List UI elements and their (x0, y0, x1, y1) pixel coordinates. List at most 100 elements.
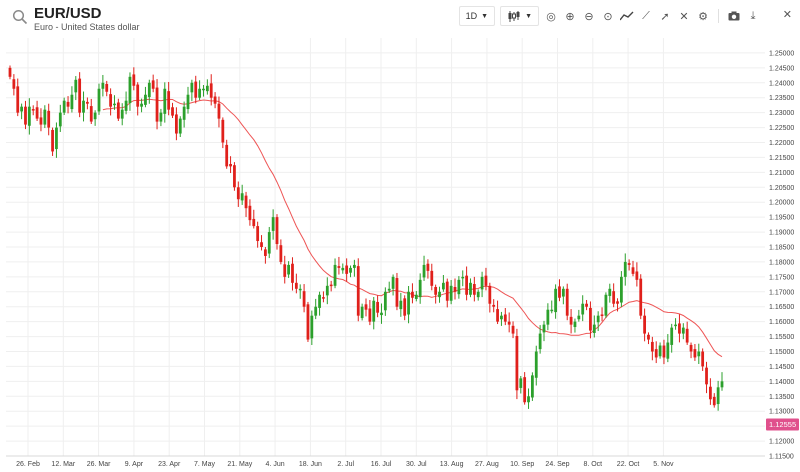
candle-body (368, 308, 372, 322)
candle-body (573, 321, 577, 328)
candle-body (372, 300, 376, 322)
candle-body (678, 323, 681, 334)
candle-body (418, 279, 422, 298)
timeframe-dropdown[interactable]: 1D ▼ (458, 6, 496, 26)
search-icon[interactable] (12, 9, 28, 25)
candle-body (515, 335, 519, 391)
price-tick-label: 1.23500 (769, 95, 794, 102)
candle-body (113, 103, 116, 106)
draw-icon[interactable]: ⟋ (642, 9, 650, 22)
candle-body (82, 100, 85, 113)
candle-body (503, 314, 507, 322)
candle-body (356, 266, 360, 316)
candle-body (422, 264, 426, 278)
camera-icon[interactable] (727, 7, 741, 25)
candle-body (616, 301, 619, 304)
candle-body (124, 100, 128, 111)
candle-body (565, 288, 569, 316)
price-tick-label: 1.16500 (769, 304, 794, 311)
pin-icon[interactable]: ✕ (782, 9, 792, 21)
candle-body (31, 109, 35, 111)
candle-body (116, 102, 120, 119)
candle-body (167, 91, 171, 110)
price-tick-label: 1.16000 (769, 319, 794, 326)
candle-body (403, 298, 407, 316)
date-tick-label: 10. Sep (510, 461, 534, 468)
settings-icon[interactable]: ⚙ (698, 10, 708, 23)
target-icon[interactable]: ◎ (546, 10, 556, 23)
candle-body (128, 76, 132, 104)
cursor-icon[interactable]: ➚ (660, 10, 670, 23)
magnet-icon[interactable]: ✕ (679, 10, 689, 23)
candle-body (407, 291, 410, 315)
candle-body (360, 306, 364, 319)
candle-body (507, 321, 511, 325)
price-tick-label: 1.18500 (769, 245, 794, 252)
candle-body (190, 82, 194, 93)
price-axis: 1.115001.120001.125001.130001.135001.140… (766, 50, 799, 461)
candle-body (554, 288, 558, 313)
candle-body (205, 85, 209, 92)
crosshair-icon[interactable]: ⊙ (603, 10, 613, 23)
candle-body (500, 315, 503, 320)
candle-body (24, 106, 27, 125)
candle-body (364, 304, 368, 310)
candle-body (643, 315, 647, 334)
candle-body (558, 286, 561, 298)
candle-body (186, 94, 190, 110)
candle-body (441, 282, 445, 290)
price-tick-label: 1.22000 (769, 140, 794, 147)
candle-body (333, 264, 337, 286)
candle-body (352, 264, 356, 268)
price-tick-label: 1.25000 (769, 50, 794, 57)
zoom-out-icon[interactable]: ⊖ (584, 10, 594, 23)
candle-body (283, 264, 287, 277)
candle-body (275, 217, 279, 245)
candle-body (383, 291, 387, 311)
candle-body (109, 94, 113, 107)
candle-body (20, 106, 24, 112)
candle-body (426, 263, 430, 271)
date-tick-label: 7. May (194, 461, 216, 468)
candle-body (708, 386, 712, 400)
candle-body (527, 396, 530, 403)
candle-body (488, 285, 492, 304)
candle-body (314, 306, 318, 316)
candle-body (666, 342, 670, 359)
zoom-in-icon[interactable]: ⊕ (565, 10, 575, 23)
line-tool-icon[interactable] (620, 7, 634, 25)
date-tick-label: 24. Sep (545, 461, 569, 468)
price-tick-label: 1.15000 (769, 349, 794, 356)
candle-body (298, 288, 302, 291)
candle-body (523, 377, 527, 403)
candle-body (438, 291, 441, 298)
candle-body (561, 288, 565, 297)
date-tick-label: 9. Apr (125, 461, 144, 468)
candle-body (213, 96, 217, 104)
candle-body (341, 267, 345, 271)
price-tick-label: 1.15500 (769, 334, 794, 341)
candle-body (623, 261, 627, 277)
chevron-down-icon: ▼ (481, 12, 489, 20)
candle-body (589, 307, 592, 331)
candle-body (550, 309, 554, 312)
candle-body (705, 367, 708, 385)
candle-body (391, 276, 395, 289)
candle-body (66, 101, 70, 107)
chart-grid (6, 38, 765, 457)
download-icon[interactable]: ⤓ (750, 9, 756, 22)
candle-body (461, 276, 465, 279)
candle-body (136, 84, 140, 107)
candle-body (198, 88, 202, 98)
date-tick-label: 8. Oct (583, 461, 602, 468)
chart-type-dropdown[interactable]: ▼ (500, 6, 539, 26)
candle-body (647, 334, 650, 340)
candle-body (47, 110, 51, 128)
candle-body (35, 107, 39, 119)
candle-body (453, 287, 457, 292)
candle-body (302, 291, 306, 307)
price-tick-label: 1.13500 (769, 394, 794, 401)
candle-body (105, 83, 109, 92)
candle-body (538, 333, 542, 350)
